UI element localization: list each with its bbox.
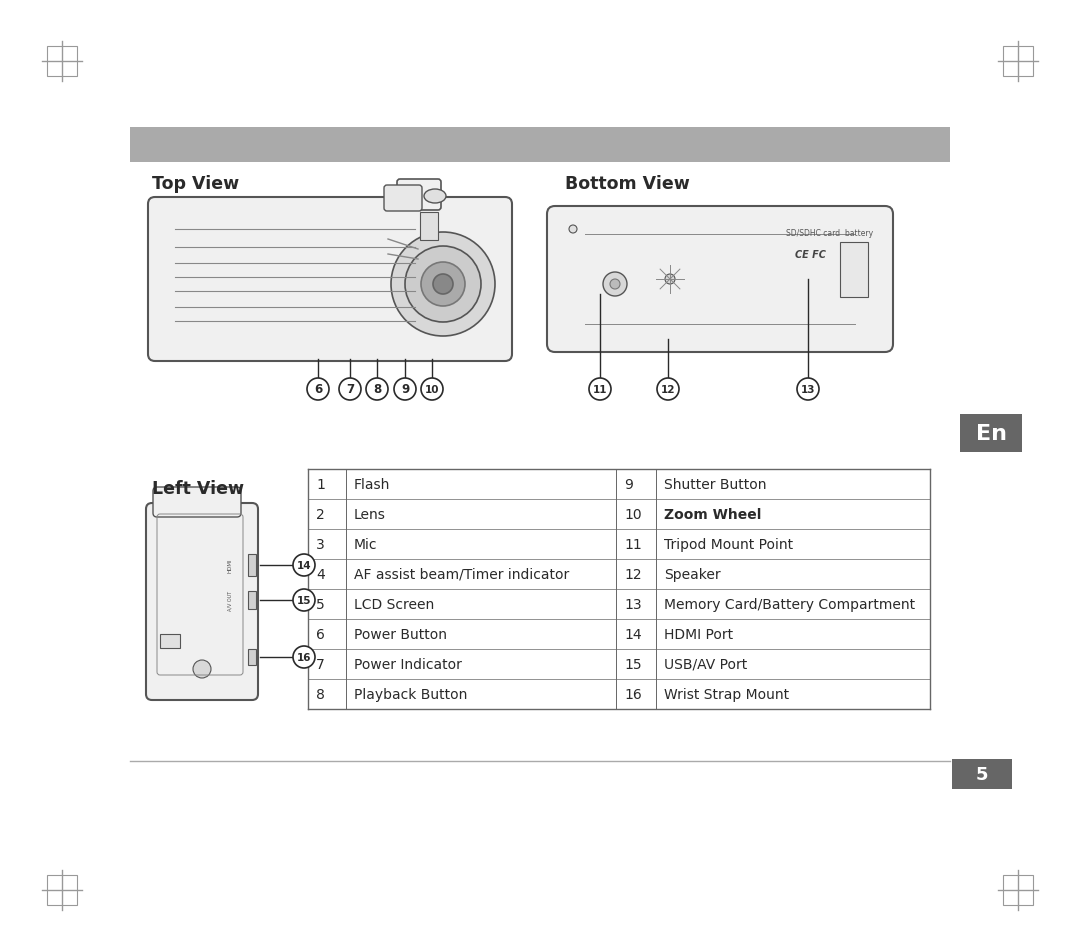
- Circle shape: [665, 275, 675, 285]
- Text: Memory Card/Battery Compartment: Memory Card/Battery Compartment: [664, 597, 915, 611]
- Text: 15: 15: [297, 595, 311, 605]
- Circle shape: [293, 589, 315, 611]
- Text: 13: 13: [800, 385, 815, 394]
- Bar: [248, 591, 256, 609]
- Text: 11: 11: [624, 538, 642, 551]
- FancyBboxPatch shape: [146, 504, 258, 701]
- Text: Power Indicator: Power Indicator: [354, 657, 462, 671]
- Text: 12: 12: [661, 385, 675, 394]
- Text: LCD Screen: LCD Screen: [354, 597, 434, 611]
- Text: 4: 4: [316, 567, 325, 582]
- Text: 16: 16: [297, 652, 311, 663]
- Text: Zoom Wheel: Zoom Wheel: [664, 507, 761, 522]
- Text: Flash: Flash: [354, 478, 390, 491]
- Text: 13: 13: [624, 597, 642, 611]
- Circle shape: [193, 661, 211, 678]
- Text: 10: 10: [424, 385, 440, 394]
- Circle shape: [293, 646, 315, 668]
- Bar: [248, 649, 256, 665]
- Circle shape: [339, 379, 361, 401]
- Text: A/V OUT: A/V OUT: [228, 590, 232, 610]
- Text: Mic: Mic: [354, 538, 378, 551]
- Text: Tripod Mount Point: Tripod Mount Point: [664, 538, 793, 551]
- Text: Power Button: Power Button: [354, 627, 447, 642]
- Circle shape: [589, 379, 611, 401]
- Bar: [840, 243, 868, 298]
- Text: 2: 2: [316, 507, 325, 522]
- Bar: [1003, 875, 1032, 905]
- Bar: [951, 759, 1012, 789]
- Text: 14: 14: [297, 561, 311, 570]
- Circle shape: [391, 232, 495, 337]
- Text: HDMI Port: HDMI Port: [664, 627, 733, 642]
- Text: 9: 9: [624, 478, 633, 491]
- Circle shape: [569, 226, 577, 234]
- Bar: [248, 554, 256, 576]
- Text: 1: 1: [316, 478, 325, 491]
- Circle shape: [610, 280, 620, 289]
- Text: 11: 11: [593, 385, 607, 394]
- Text: Speaker: Speaker: [664, 567, 720, 582]
- Text: Left View: Left View: [152, 480, 244, 498]
- Text: 15: 15: [624, 657, 642, 671]
- Circle shape: [366, 379, 388, 401]
- Bar: [48, 875, 77, 905]
- Circle shape: [405, 247, 481, 323]
- Text: CE FC: CE FC: [795, 249, 825, 260]
- Text: Top View: Top View: [152, 175, 239, 193]
- Text: En: En: [975, 424, 1007, 444]
- Circle shape: [394, 379, 416, 401]
- Circle shape: [797, 379, 819, 401]
- Text: Shutter Button: Shutter Button: [664, 478, 767, 491]
- Circle shape: [421, 263, 465, 307]
- FancyBboxPatch shape: [148, 198, 512, 362]
- Text: 10: 10: [624, 507, 642, 522]
- Bar: [1003, 47, 1032, 77]
- FancyBboxPatch shape: [153, 487, 241, 518]
- Text: 9: 9: [401, 383, 409, 396]
- Text: 8: 8: [373, 383, 381, 396]
- Text: 16: 16: [624, 687, 642, 702]
- FancyBboxPatch shape: [384, 186, 422, 211]
- Ellipse shape: [424, 189, 446, 204]
- Text: 3: 3: [316, 538, 325, 551]
- Text: 6: 6: [316, 627, 325, 642]
- Circle shape: [657, 379, 679, 401]
- Text: 8: 8: [316, 687, 325, 702]
- Text: Wrist Strap Mount: Wrist Strap Mount: [664, 687, 789, 702]
- Text: 5: 5: [975, 765, 988, 783]
- Bar: [48, 47, 77, 77]
- Text: HDMI: HDMI: [228, 558, 232, 573]
- Text: Lens: Lens: [354, 507, 386, 522]
- Circle shape: [293, 554, 315, 576]
- Circle shape: [307, 379, 329, 401]
- Text: 14: 14: [624, 627, 642, 642]
- Circle shape: [433, 275, 453, 295]
- FancyBboxPatch shape: [546, 207, 893, 352]
- Bar: [130, 128, 950, 163]
- FancyBboxPatch shape: [397, 180, 441, 210]
- Text: 12: 12: [624, 567, 642, 582]
- Text: Bottom View: Bottom View: [565, 175, 690, 193]
- Text: 7: 7: [346, 383, 354, 396]
- Text: SD/SDHC card  battery: SD/SDHC card battery: [786, 228, 874, 237]
- Bar: [960, 414, 1022, 452]
- Circle shape: [421, 379, 443, 401]
- Circle shape: [603, 272, 627, 297]
- Bar: [160, 634, 180, 648]
- Text: 5: 5: [316, 597, 325, 611]
- Text: 7: 7: [316, 657, 325, 671]
- Text: Playback Button: Playback Button: [354, 687, 468, 702]
- Text: 6: 6: [314, 383, 322, 396]
- Text: USB/AV Port: USB/AV Port: [664, 657, 747, 671]
- Bar: [420, 213, 438, 241]
- Text: AF assist beam/Timer indicator: AF assist beam/Timer indicator: [354, 567, 569, 582]
